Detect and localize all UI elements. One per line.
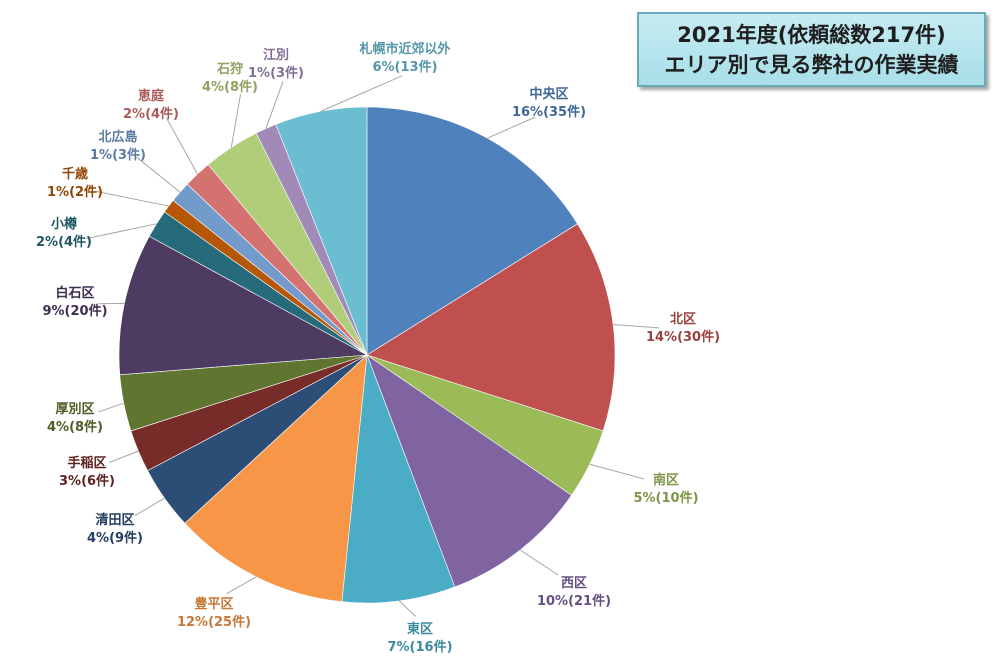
leader-line: [519, 549, 559, 576]
slice-value-label: 2%(4件): [36, 234, 92, 250]
slice-value-label: 1%(3件): [248, 65, 304, 81]
slice-value-label: 4%(8件): [202, 79, 258, 95]
slice-value-label: 3%(6件): [59, 473, 115, 489]
slice-value-label: 7%(16件): [387, 639, 452, 655]
slice-value-label: 10%(21件): [537, 593, 611, 609]
slice-name-label: 恵庭: [138, 88, 165, 104]
leader-line: [230, 93, 242, 148]
chart-title-box: 2021年度(依頼総数217件) エリア別で見る弊社の作業実績: [637, 12, 986, 87]
slice-value-label: 5%(10件): [633, 490, 698, 506]
slice-value-label: 4%(9件): [87, 530, 143, 546]
leader-line: [589, 463, 645, 480]
slice-name-label: 清田区: [95, 512, 134, 528]
slice-name-label: 江別: [263, 47, 289, 63]
slice-value-label: 2%(4件): [123, 106, 179, 122]
leader-line: [134, 497, 165, 517]
slice-name-label: 厚別区: [55, 401, 94, 417]
leader-line: [398, 600, 416, 617]
slice-name-label: 中央区: [529, 86, 568, 102]
slice-value-label: 4%(8件): [47, 419, 103, 435]
chart-title-line-2: エリア別で見る弊社の作業実績: [664, 52, 959, 77]
slice-name-label: 東区: [407, 621, 433, 637]
chart-title-line-1: 2021年度(依頼総数217件): [677, 22, 946, 47]
slice-name-label: 小樽: [51, 216, 77, 232]
slice-value-label: 12%(25件): [177, 614, 251, 630]
slice-name-label: 手稲区: [67, 455, 106, 471]
pie-slices: [118, 106, 616, 604]
slice-value-label: 9%(20件): [42, 303, 107, 319]
slice-labels: 中央区 16%(35件) 北区 14%(30件) 南区 5%(10件) 西区 10%(21件)…: [36, 41, 720, 655]
slice-name-label: 北広島: [98, 129, 137, 145]
pie-slice: [118, 235, 369, 376]
slice-name-label: 西区: [561, 576, 587, 591]
slice-name-label: 南区: [653, 472, 679, 488]
leader-line: [135, 156, 181, 193]
slice-name-label: 札幌市近郊以外: [358, 41, 450, 57]
leader-line: [226, 576, 257, 595]
pie-slice: [341, 354, 456, 604]
slice-value-label: 6%(13件): [372, 59, 437, 75]
leader-lines: [86, 75, 660, 617]
leader-line: [98, 402, 124, 413]
leader-line: [86, 223, 157, 240]
leader-line: [109, 450, 139, 463]
slice-name-label: 千歳: [62, 166, 88, 182]
slice-name-label: 北区: [670, 312, 696, 327]
slice-value-label: 1%(3件): [90, 147, 146, 163]
leader-line: [487, 116, 536, 139]
leader-line: [95, 190, 169, 207]
leader-line: [320, 75, 403, 112]
slice-value-label: 14%(30件): [646, 329, 720, 345]
pie-slice: [366, 223, 616, 432]
slice-name-label: 豊平区: [194, 596, 233, 612]
slice-value-label: 1%(2件): [47, 184, 103, 200]
leader-line: [166, 117, 198, 175]
leader-line: [613, 324, 660, 329]
slice-name-label: 白石区: [55, 285, 94, 301]
slice-name-label: 石狩: [216, 61, 243, 77]
leader-line: [265, 80, 284, 129]
slice-value-label: 16%(35件): [512, 104, 586, 120]
